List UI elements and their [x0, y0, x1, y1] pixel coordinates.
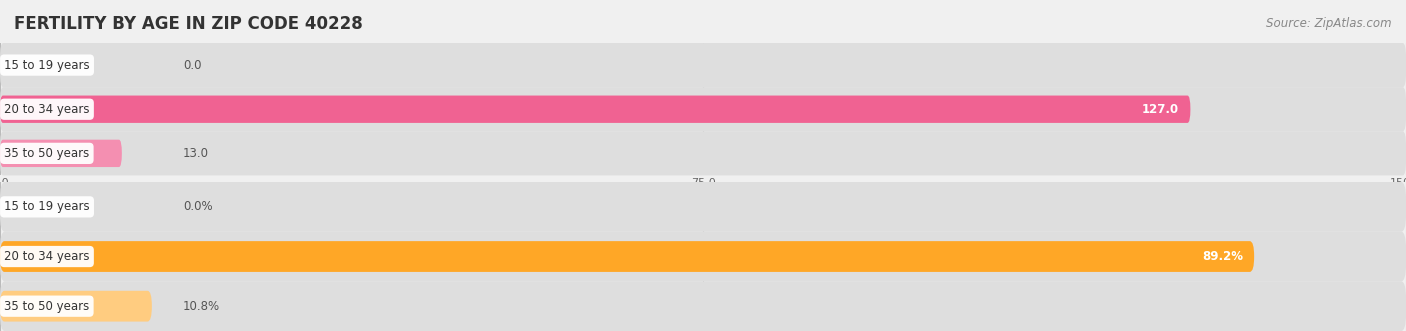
Text: 20 to 34 years: 20 to 34 years	[4, 103, 90, 116]
FancyBboxPatch shape	[0, 291, 152, 322]
Text: 15 to 19 years: 15 to 19 years	[4, 59, 90, 71]
FancyBboxPatch shape	[0, 281, 1406, 331]
FancyBboxPatch shape	[0, 131, 1406, 175]
Text: FERTILITY BY AGE IN ZIP CODE 40228: FERTILITY BY AGE IN ZIP CODE 40228	[14, 15, 363, 33]
Text: 35 to 50 years: 35 to 50 years	[4, 147, 90, 160]
Text: 13.0: 13.0	[183, 147, 208, 160]
Text: 89.2%: 89.2%	[1202, 250, 1243, 263]
FancyBboxPatch shape	[0, 140, 122, 167]
FancyBboxPatch shape	[0, 43, 1406, 87]
Text: 0.0%: 0.0%	[183, 200, 212, 213]
FancyBboxPatch shape	[0, 232, 1406, 281]
FancyBboxPatch shape	[0, 182, 1406, 232]
Text: 35 to 50 years: 35 to 50 years	[4, 300, 90, 313]
FancyBboxPatch shape	[0, 96, 1191, 123]
Text: 0.0: 0.0	[183, 59, 201, 71]
Text: Source: ZipAtlas.com: Source: ZipAtlas.com	[1267, 17, 1392, 30]
Text: 15 to 19 years: 15 to 19 years	[4, 200, 90, 213]
Text: 10.8%: 10.8%	[183, 300, 219, 313]
FancyBboxPatch shape	[0, 241, 1254, 272]
Text: 20 to 34 years: 20 to 34 years	[4, 250, 90, 263]
FancyBboxPatch shape	[0, 87, 1406, 131]
Text: 127.0: 127.0	[1142, 103, 1180, 116]
